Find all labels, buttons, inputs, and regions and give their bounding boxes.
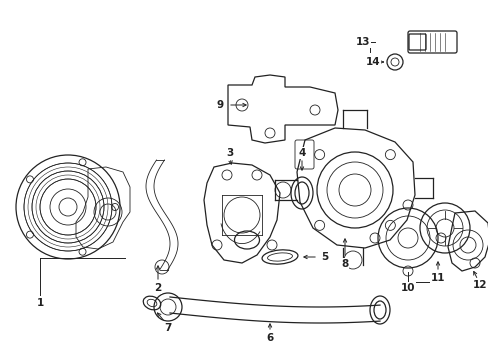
- Text: 6: 6: [266, 333, 273, 343]
- Text: 14: 14: [365, 57, 380, 67]
- Text: 2: 2: [154, 283, 162, 293]
- Text: 12: 12: [472, 280, 486, 290]
- Text: 13: 13: [355, 37, 369, 47]
- Text: 5: 5: [321, 252, 328, 262]
- Text: 3: 3: [226, 148, 233, 158]
- Text: 7: 7: [164, 323, 171, 333]
- Text: 11: 11: [430, 273, 445, 283]
- Text: 10: 10: [400, 283, 414, 293]
- Text: 9: 9: [216, 100, 223, 110]
- Text: 8: 8: [341, 259, 348, 269]
- Text: 4: 4: [298, 148, 305, 158]
- Text: 1: 1: [36, 298, 43, 308]
